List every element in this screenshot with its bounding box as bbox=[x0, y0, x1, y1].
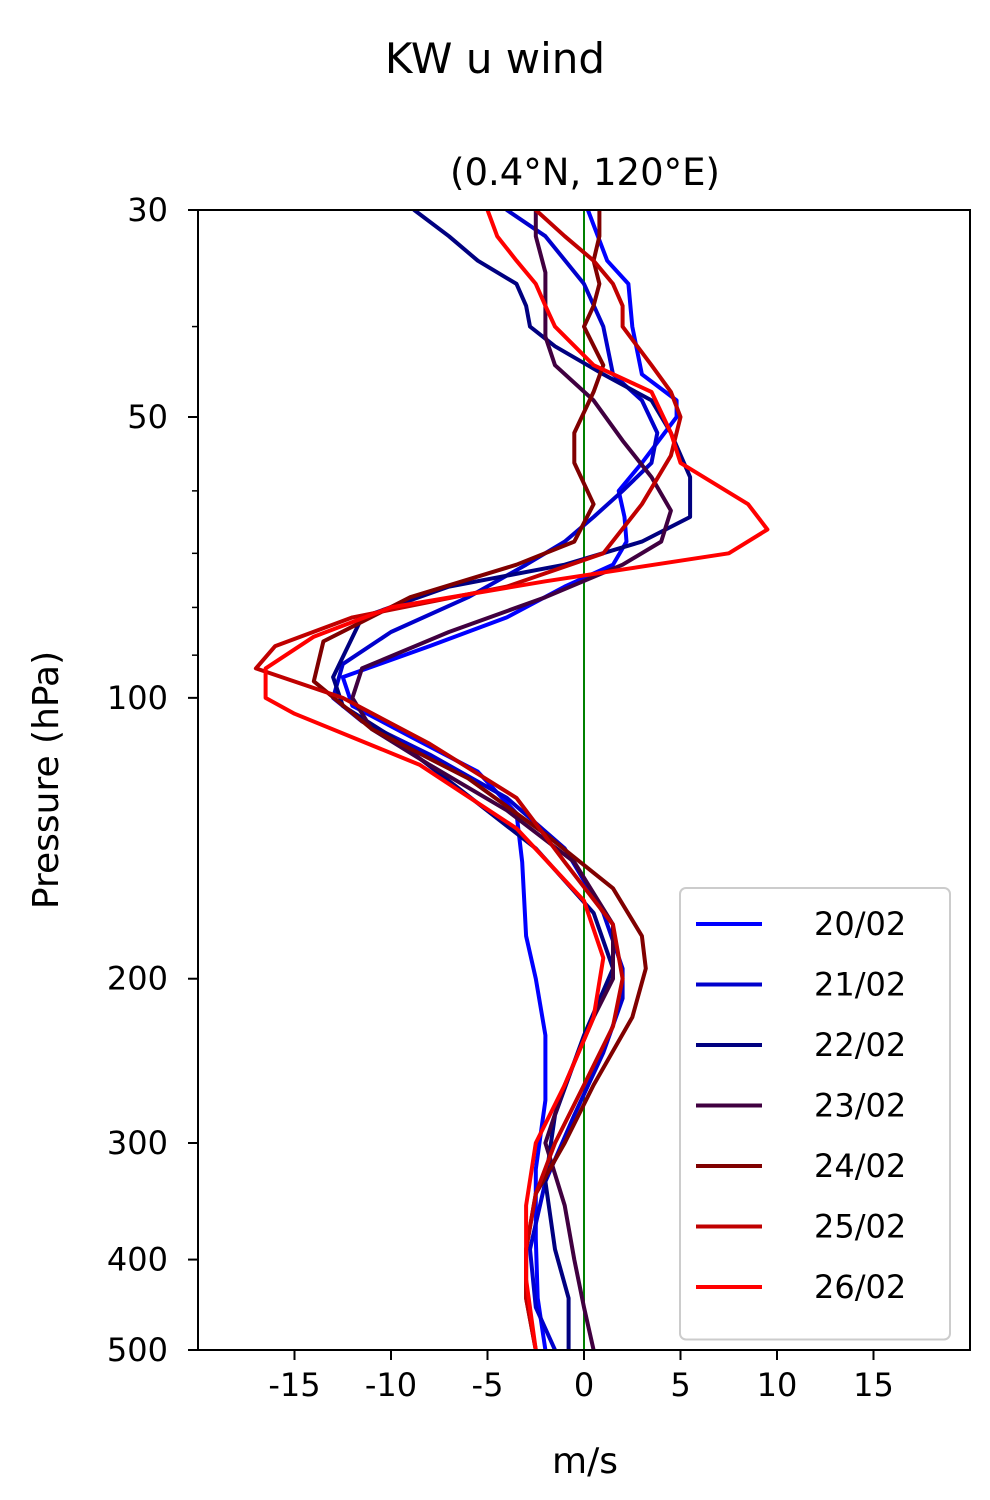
series-line-25-02 bbox=[253, 210, 683, 1350]
y-tick-label: 30 bbox=[127, 191, 168, 229]
x-tick-label: -15 bbox=[268, 1366, 320, 1404]
y-tick-label: 50 bbox=[127, 398, 168, 436]
legend-label: 20/02 bbox=[814, 905, 906, 943]
y-tick-label: 500 bbox=[107, 1331, 168, 1369]
chart-title: KW u wind bbox=[385, 34, 605, 83]
series-line-23-02 bbox=[350, 210, 673, 1350]
legend-label: 24/02 bbox=[814, 1147, 906, 1185]
series-line-24-02 bbox=[311, 210, 648, 1350]
legend-label: 22/02 bbox=[814, 1026, 906, 1064]
y-tick-label: 100 bbox=[107, 679, 168, 717]
y-axis-label: Pressure (hPa) bbox=[26, 651, 67, 909]
chart-subtitle: (0.4°N, 120°E) bbox=[450, 151, 720, 194]
x-tick-label: -5 bbox=[472, 1366, 504, 1404]
x-tick-label: 0 bbox=[574, 1366, 594, 1404]
legend-label: 25/02 bbox=[814, 1208, 906, 1246]
legend-label: 26/02 bbox=[814, 1268, 906, 1306]
legend: 20/02 21/02 22/02 23/02 24/02 25/02 26/02 bbox=[679, 887, 951, 1341]
series-line-26-02 bbox=[263, 210, 770, 1350]
x-axis-label: m/s bbox=[552, 1441, 618, 1482]
x-tick-label: 15 bbox=[853, 1366, 894, 1404]
x-tick-label: -10 bbox=[365, 1366, 417, 1404]
y-tick-label: 300 bbox=[107, 1124, 168, 1162]
legend-label: 21/02 bbox=[814, 966, 906, 1004]
legend-label: 23/02 bbox=[814, 1087, 906, 1125]
y-tick-label: 400 bbox=[107, 1241, 168, 1279]
x-tick-label: 10 bbox=[757, 1366, 798, 1404]
plot-area: -15 -10 -5 0 5 10 15 30 50 100 200 300 400 500 bbox=[107, 191, 971, 1404]
series-line-22-02 bbox=[331, 210, 693, 1350]
series-line-21-02 bbox=[331, 210, 660, 1350]
y-tick-label: 200 bbox=[107, 960, 168, 998]
x-tick-label: 5 bbox=[670, 1366, 690, 1404]
series-line-20-02 bbox=[340, 210, 679, 1350]
